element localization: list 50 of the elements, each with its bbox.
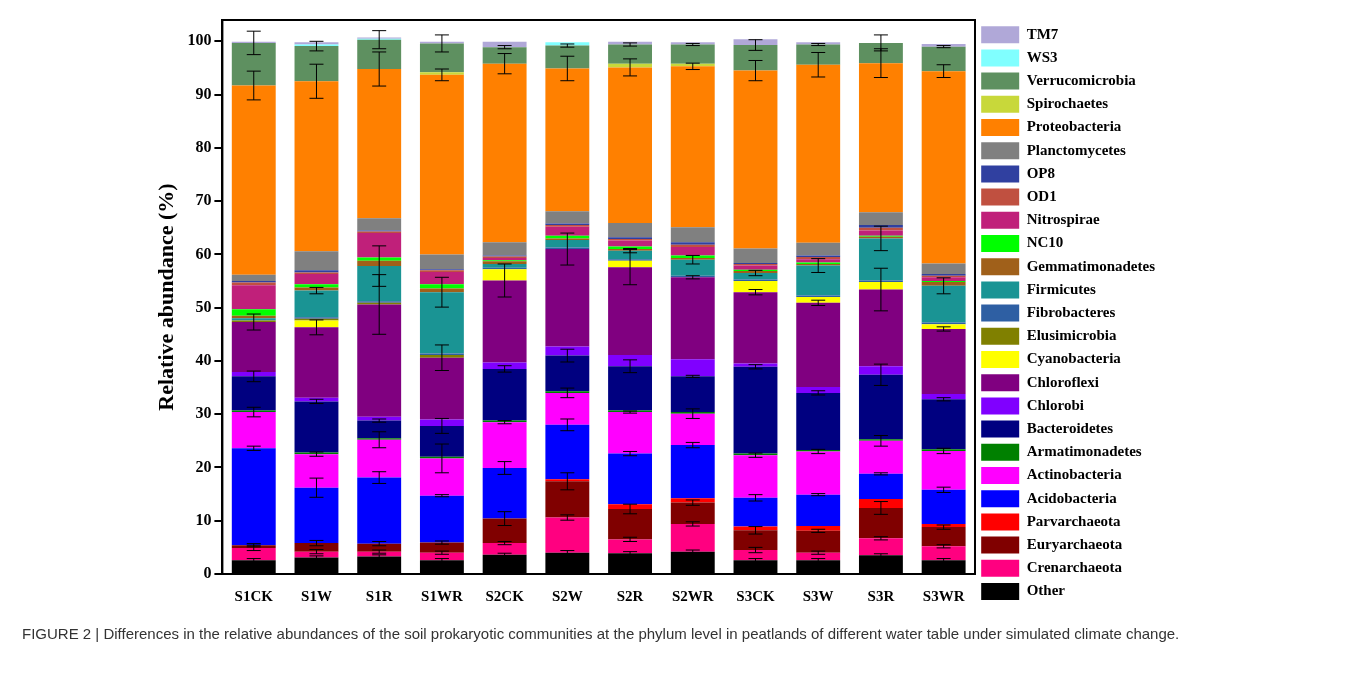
- y-axis-title: Relative abundance (%): [152, 183, 178, 411]
- x-tick-label: S3W: [802, 587, 834, 604]
- legend-label: Firmicutes: [1026, 280, 1096, 297]
- legend-label: TM7: [1026, 25, 1059, 42]
- y-tick-label: 40: [195, 351, 212, 369]
- x-tick-label: S2R: [616, 587, 644, 604]
- legend-label: Elusimicrobia: [1026, 327, 1117, 344]
- y-tick-label: 50: [195, 297, 212, 315]
- x-tick-label: S1W: [301, 587, 332, 604]
- y-tick-label: 20: [195, 457, 212, 475]
- legend-label: Acidobacteria: [1026, 489, 1118, 506]
- x-tick-label: S1WR: [421, 587, 463, 604]
- x-tick-label: S2W: [551, 587, 583, 604]
- x-tick-label: S2WR: [671, 587, 714, 604]
- legend-label: Actinobacteria: [1026, 466, 1123, 483]
- x-tick-label: S3R: [867, 587, 895, 604]
- y-tick-label: 100: [187, 31, 212, 49]
- legend-label: Spirochaetes: [1026, 95, 1109, 112]
- y-tick-label: 30: [195, 404, 212, 422]
- legend-label: Planctomycetes: [1026, 141, 1126, 158]
- legend-label: Bacteroidetes: [1026, 419, 1114, 436]
- legend-label: Proteobacteria: [1026, 118, 1122, 135]
- legend-label: Crenarchaeota: [1026, 559, 1123, 576]
- legend-label: Euryarchaeota: [1026, 535, 1123, 552]
- legend-label: Fibrobacteres: [1026, 303, 1116, 320]
- legend-label: Armatimonadetes: [1026, 443, 1142, 460]
- x-tick-label: S2CK: [485, 587, 525, 604]
- legend-label: Verrucomicrobia: [1026, 71, 1137, 88]
- legend-label: Nitrospirae: [1026, 211, 1101, 228]
- y-tick-label: 70: [195, 191, 212, 209]
- y-tick-label: 80: [195, 137, 212, 155]
- x-tick-label: S3CK: [736, 587, 775, 604]
- x-tick-label: S3WR: [922, 587, 965, 604]
- x-tick-label: S1CK: [234, 587, 274, 604]
- legend-label: Chloroflexi: [1026, 373, 1099, 390]
- legend-label: WS3: [1026, 48, 1058, 65]
- y-tick-label: 10: [195, 510, 212, 528]
- legend-label: Gemmatimonadetes: [1026, 257, 1156, 274]
- legend-label: OP8: [1026, 164, 1056, 181]
- x-tick-label: S1R: [365, 587, 393, 604]
- y-tick-label: 90: [195, 84, 212, 102]
- legend-label: NC10: [1026, 234, 1064, 251]
- y-tick-label: 60: [195, 244, 212, 262]
- legend-label: Chlorobi: [1026, 396, 1084, 413]
- y-tick-label: 0: [203, 564, 212, 582]
- legend-label: Cyanobacteria: [1026, 350, 1122, 367]
- caption: FIGURE 2 | Differences in the relative abundances of the soil prokaryotic communities at the phylum level in peatlands of different water table under simulated climate change.: [22, 624, 1181, 644]
- legend-label: Parvarchaeota: [1026, 512, 1122, 529]
- legend-label: OD1: [1026, 187, 1057, 204]
- legend-label: Other: [1026, 582, 1066, 599]
